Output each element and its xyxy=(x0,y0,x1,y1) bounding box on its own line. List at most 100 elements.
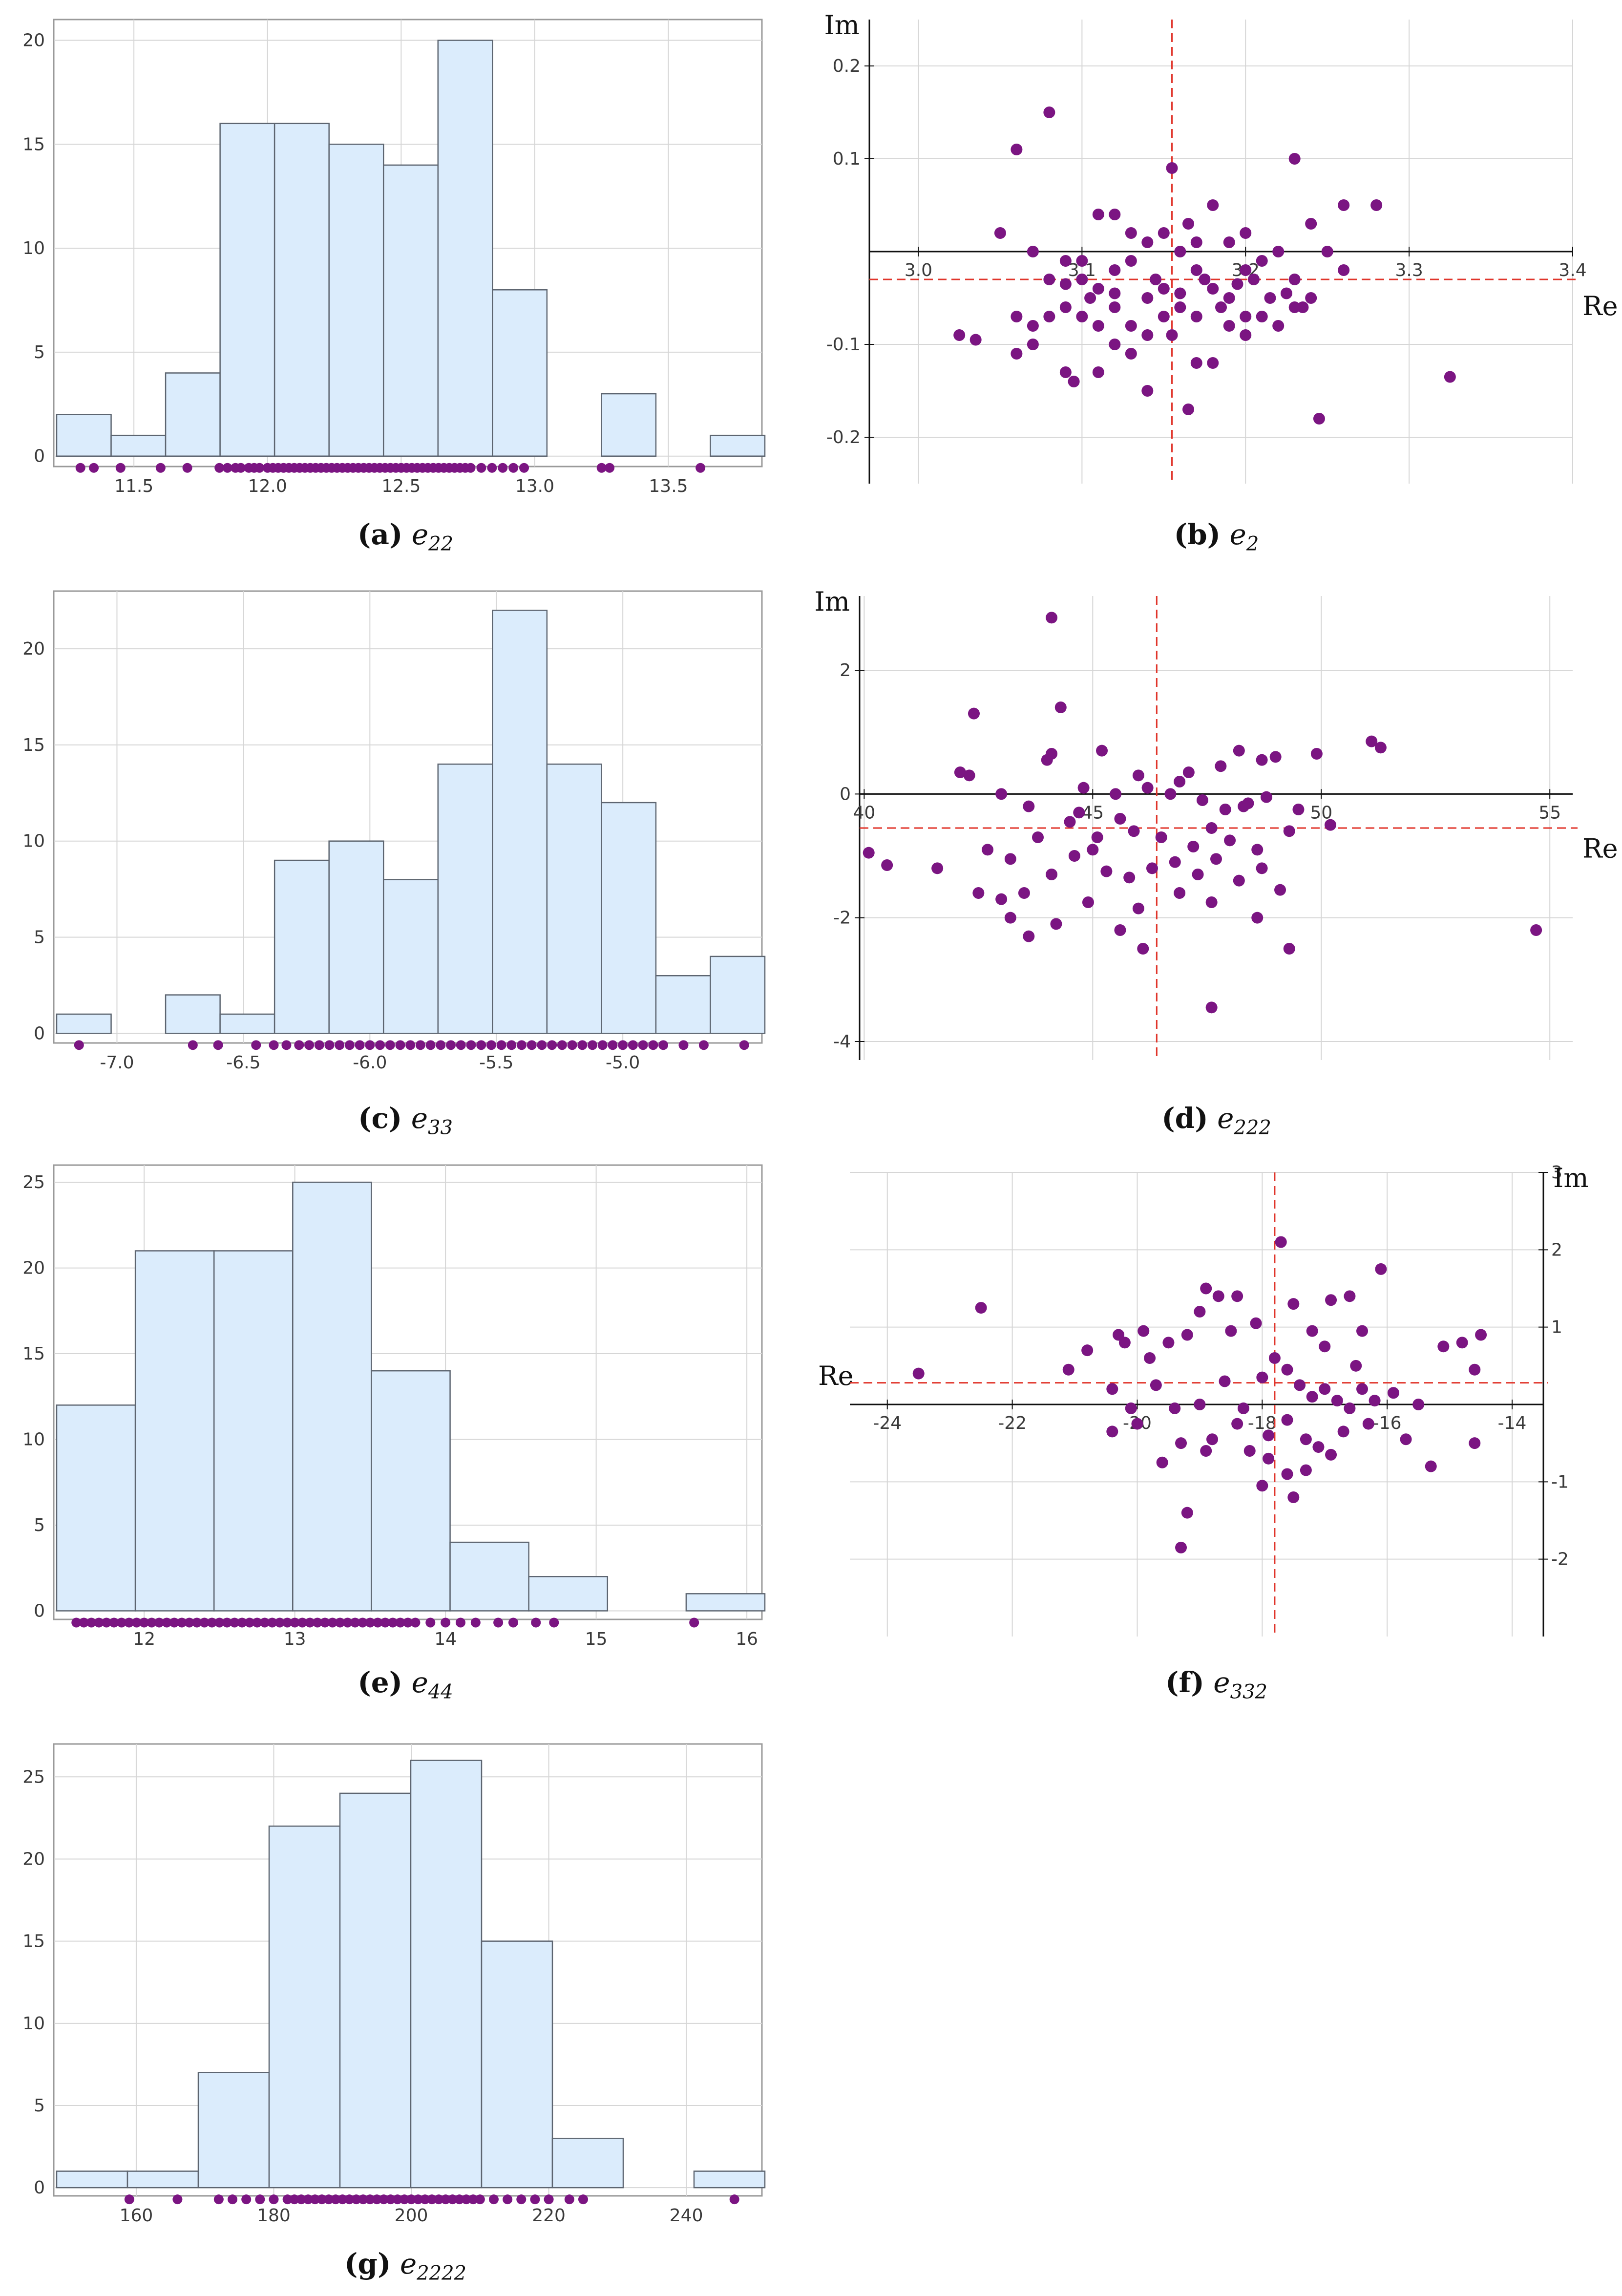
x-tick-label: 12 xyxy=(133,1629,155,1649)
histogram-bar xyxy=(481,1940,553,2189)
rug-point xyxy=(296,2194,306,2205)
rug-point xyxy=(476,1040,486,1050)
y-tick-label: 10 xyxy=(22,831,45,851)
scatter-point xyxy=(1018,887,1030,899)
scatter-point xyxy=(1437,1340,1450,1353)
histogram-bar xyxy=(693,2170,766,2189)
rug-point xyxy=(182,463,192,473)
scatter-point xyxy=(1251,844,1264,856)
x-tick-label: 55 xyxy=(1538,803,1561,823)
scatter-point xyxy=(1068,376,1080,387)
scatter-point xyxy=(1196,794,1208,806)
scatter-point xyxy=(1325,1448,1337,1461)
rug-point xyxy=(344,2194,355,2205)
scatter-point xyxy=(995,893,1008,905)
rug-point xyxy=(608,1040,618,1050)
scatter-point xyxy=(1027,320,1039,332)
scatter-point xyxy=(1321,246,1333,257)
rug-point xyxy=(115,463,126,473)
caption-subscript: 2222 xyxy=(417,2262,466,2285)
scatter-point xyxy=(1223,320,1235,332)
scatter-point xyxy=(1256,255,1268,267)
x-tick-label: -6.5 xyxy=(226,1053,260,1073)
histogram-bar xyxy=(219,1013,275,1034)
rug-point xyxy=(487,463,497,473)
y-tick-label: 0.1 xyxy=(833,149,861,169)
rug-point xyxy=(537,1040,547,1050)
rug-point xyxy=(230,1617,240,1628)
scatter-point xyxy=(1469,1363,1481,1376)
rug-point xyxy=(213,1040,223,1050)
rug-point xyxy=(305,1617,315,1628)
histogram-bar xyxy=(710,956,766,1034)
caption-label: (d) xyxy=(1161,1102,1208,1135)
x-tick-label: -18 xyxy=(1248,1413,1277,1433)
histogram-bar xyxy=(134,1250,215,1612)
scatter-point xyxy=(1287,1298,1300,1310)
histogram-bar xyxy=(110,434,167,457)
scatter-point xyxy=(1280,287,1292,299)
scatter-point xyxy=(1156,1456,1168,1468)
y-tick-label: 10 xyxy=(22,1430,45,1450)
scatter-point xyxy=(1109,287,1121,299)
rug-point xyxy=(237,1617,247,1628)
scatter-point xyxy=(1125,320,1137,332)
histogram-bar xyxy=(601,802,657,1034)
y-tick-label: 20 xyxy=(22,1849,45,1869)
scatter-point xyxy=(1288,153,1301,165)
caption-g: (g) e2222 xyxy=(0,2247,811,2285)
scatter-point xyxy=(1319,1340,1331,1353)
scatter-point xyxy=(1174,887,1186,899)
rug-point xyxy=(399,2194,409,2205)
scatter-point xyxy=(1412,1399,1425,1410)
histogram-bar xyxy=(655,975,711,1034)
scatter-point xyxy=(1300,1464,1312,1476)
panel-d: 40 45 50 55 2 0 -2 -4 Im Re (d) e222 xyxy=(811,576,1622,1153)
histogram-e: 0 5 10 15 20 25 12 13 14 15 16 xyxy=(22,1164,766,1649)
rug-point xyxy=(281,1040,292,1050)
scatter-point xyxy=(1181,1329,1193,1341)
scatter-point xyxy=(1247,274,1260,285)
caption-symbol: e xyxy=(411,1102,428,1135)
rug-point xyxy=(496,1040,506,1050)
rug-point xyxy=(267,1617,277,1628)
scatter-point xyxy=(1310,748,1323,760)
scatter-point xyxy=(1312,1441,1325,1453)
rug-point xyxy=(259,1617,270,1628)
rug-point xyxy=(365,1040,375,1050)
rug-point xyxy=(436,1040,446,1050)
scatter-point xyxy=(863,847,875,859)
rug-point xyxy=(358,2194,368,2205)
scatter-point xyxy=(1155,831,1167,843)
caption-subscript: 332 xyxy=(1230,1680,1267,1703)
rug-point xyxy=(74,1040,84,1050)
y-tick-label: 0 xyxy=(34,1601,45,1621)
scatter-point xyxy=(1375,1263,1387,1275)
rug-point xyxy=(405,1040,416,1050)
rug-point xyxy=(282,2194,293,2205)
y-tick-label: 2 xyxy=(840,660,851,680)
x-tick-label: -16 xyxy=(1373,1413,1402,1433)
rug-point xyxy=(648,1040,658,1050)
scatter-point xyxy=(1225,1325,1237,1337)
x-tick-label: 12.5 xyxy=(381,476,421,496)
scatter-point xyxy=(1344,1402,1356,1414)
rug-point xyxy=(320,1617,330,1628)
scatter-point xyxy=(1128,825,1140,837)
panel-c: 0 5 10 15 20 -7.0 -6.5 -6.0 -5.5 -5.0 (c) e33 xyxy=(0,576,811,1153)
scatter-point xyxy=(1233,874,1245,887)
rug-point xyxy=(71,1617,82,1628)
rug-point xyxy=(312,1617,322,1628)
scatter-point xyxy=(1224,834,1236,847)
scatter-point xyxy=(1043,311,1055,322)
rug-point xyxy=(605,463,615,473)
y-tick-label: 5 xyxy=(34,342,45,362)
scatter-point xyxy=(1205,1001,1218,1014)
scatter-point xyxy=(1059,255,1072,267)
rug-point xyxy=(567,1040,577,1050)
scatter-point xyxy=(1174,776,1186,787)
scatter-point xyxy=(1169,1402,1181,1414)
x-tick-label: 160 xyxy=(120,2206,153,2226)
histogram-bar xyxy=(382,164,439,457)
